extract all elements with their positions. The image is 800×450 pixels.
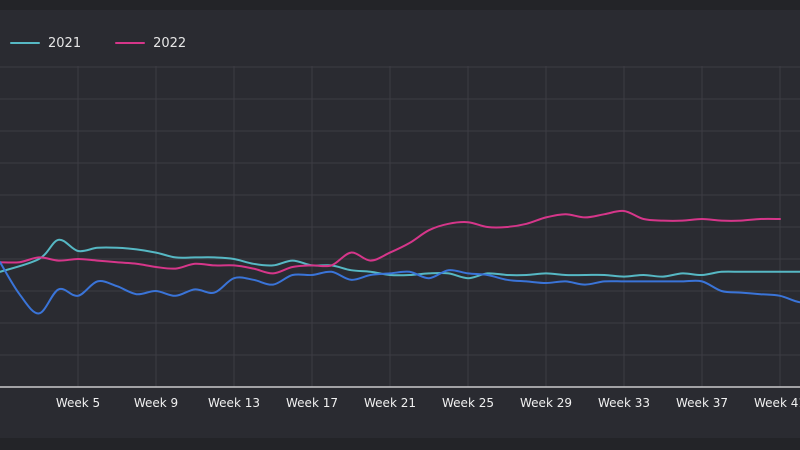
x-tick-label: Week 29 [520, 396, 572, 410]
legend: 2021 2022 [10, 33, 186, 53]
series-line-2021 [0, 238, 800, 280]
legend-label-2022: 2022 [153, 35, 187, 51]
x-tick-label: Week 37 [676, 396, 728, 410]
x-tick-label: Week 41 [754, 396, 800, 410]
x-tick-label: Week 33 [598, 396, 650, 410]
x-tick-label: Week 25 [442, 396, 494, 410]
series-line-third [0, 261, 800, 315]
x-tick-label: Week 5 [56, 396, 100, 410]
legend-item-2022[interactable]: 2022 [115, 36, 186, 51]
top-panel-border [0, 0, 800, 10]
series-line-2022 [0, 209, 781, 275]
x-tick-label: Week 17 [286, 396, 338, 410]
x-tick-label: Week 13 [208, 396, 260, 410]
legend-swatch-2022 [115, 42, 146, 44]
bottom-panel-border [0, 438, 800, 450]
legend-label-2021: 2021 [48, 35, 82, 51]
x-tick-label: Week 9 [134, 396, 178, 410]
x-tick-label: Week 21 [364, 396, 416, 410]
legend-swatch-2021 [10, 42, 40, 44]
legend-item-2021[interactable]: 2021 [10, 36, 81, 51]
